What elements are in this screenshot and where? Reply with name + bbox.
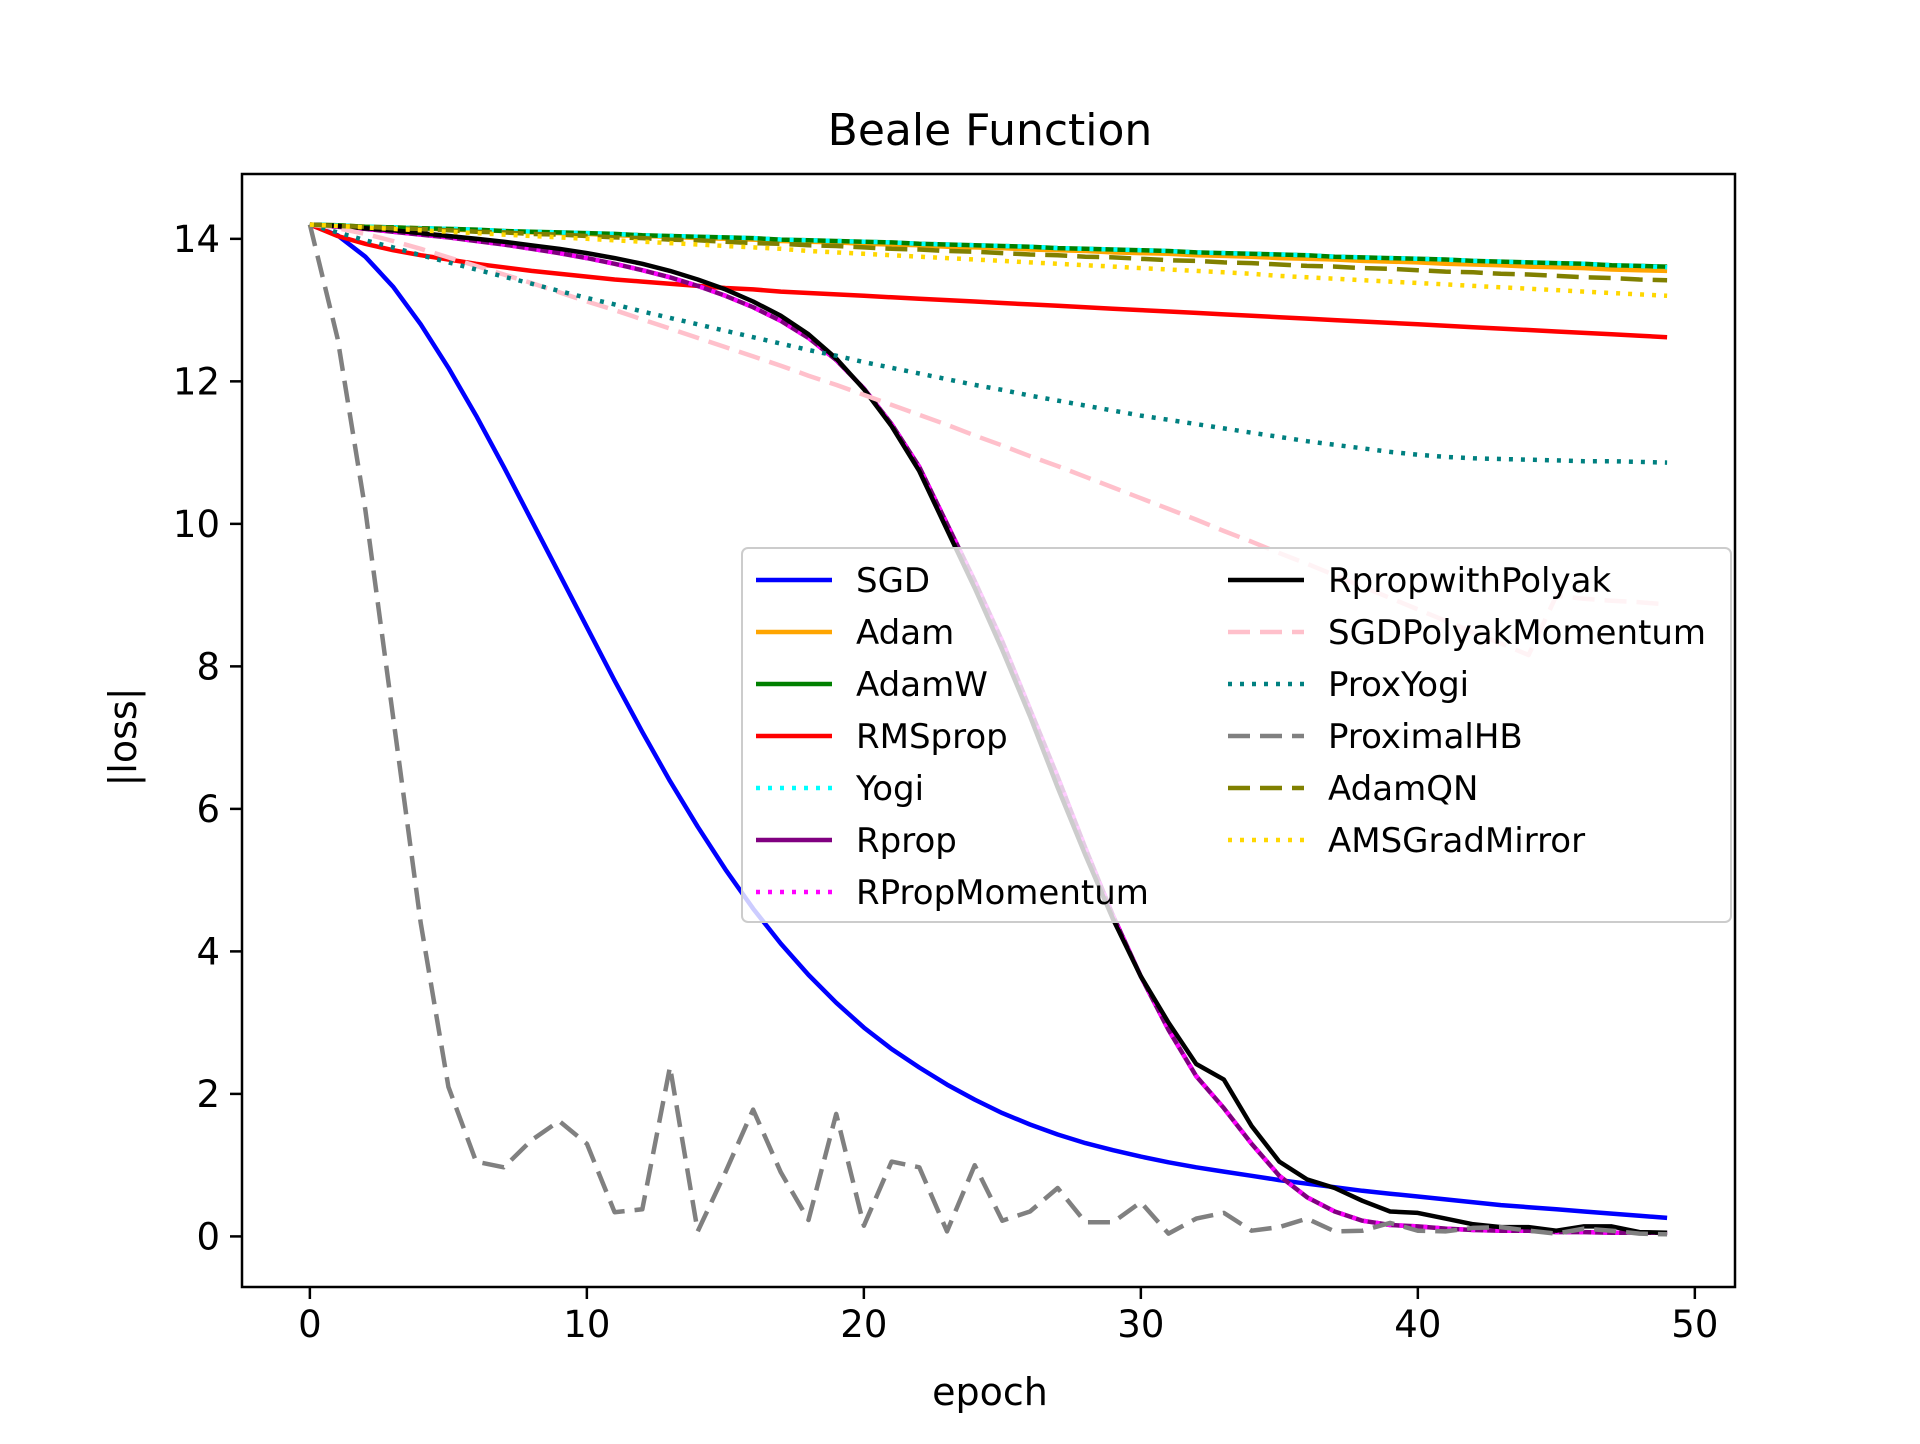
legend-label-amsgradmirror: AMSGradMirror bbox=[1328, 821, 1585, 861]
y-tick-label: 8 bbox=[196, 645, 220, 688]
x-axis-label: epoch bbox=[932, 1370, 1048, 1414]
y-tick-label: 2 bbox=[196, 1073, 220, 1116]
legend-label-adamw: AdamW bbox=[856, 665, 988, 705]
x-tick-label: 0 bbox=[298, 1303, 322, 1346]
legend-label-rprop: Rprop bbox=[856, 821, 957, 861]
series-line-proxyogi bbox=[309, 222, 1668, 465]
legend-label-proxyogi: ProxYogi bbox=[1328, 665, 1469, 705]
legend-label-rpropwithpolyak: RpropwithPolyak bbox=[1328, 561, 1611, 601]
legend-label-sgd: SGD bbox=[856, 561, 930, 601]
plot-frame bbox=[240, 172, 1737, 1289]
x-tick-label: 20 bbox=[840, 1303, 887, 1346]
axes: 0 10 20 30 40 50 0 2 4 6 8 10 12 14 bbox=[173, 172, 1737, 1346]
series-line-proximalhb bbox=[307, 224, 1668, 1237]
x-tick-label: 50 bbox=[1671, 1303, 1718, 1346]
series-line-yogi bbox=[309, 222, 1668, 270]
series-line-rmsprop bbox=[309, 222, 1668, 340]
x-tick-label: 30 bbox=[1117, 1303, 1164, 1346]
x-tick-label: 10 bbox=[563, 1303, 610, 1346]
series-line-sgd bbox=[309, 222, 1668, 1221]
legend-label-sgdpolyakmomentum: SGDPolyakMomentum bbox=[1328, 613, 1706, 653]
series-line-adamqn bbox=[309, 222, 1668, 283]
y-tick-label: 10 bbox=[173, 503, 220, 546]
chart-title: Beale Function bbox=[828, 105, 1153, 156]
y-tick-label: 6 bbox=[196, 788, 220, 831]
legend-label-yogi: Yogi bbox=[855, 769, 924, 809]
legend-label-adam: Adam bbox=[856, 613, 954, 653]
y-tick-label: 4 bbox=[196, 930, 220, 973]
legend-label-rpropmomentum: RPropMomentum bbox=[856, 873, 1149, 913]
y-axis-label: |loss| bbox=[101, 687, 146, 786]
legend: SGD Adam AdamW RMSprop Yogi Rprop RPropMomentu… bbox=[741, 547, 1732, 923]
y-tick-label: 14 bbox=[173, 218, 220, 261]
legend-label-adamqn: AdamQN bbox=[1328, 769, 1478, 809]
x-tick-label: 40 bbox=[1394, 1303, 1441, 1346]
y-tick-label: 0 bbox=[196, 1215, 220, 1258]
legend-label-proximalhb: ProximalHB bbox=[1328, 717, 1523, 757]
y-tick-label: 12 bbox=[173, 360, 220, 403]
legend-label-rmsprop: RMSprop bbox=[856, 717, 1008, 757]
